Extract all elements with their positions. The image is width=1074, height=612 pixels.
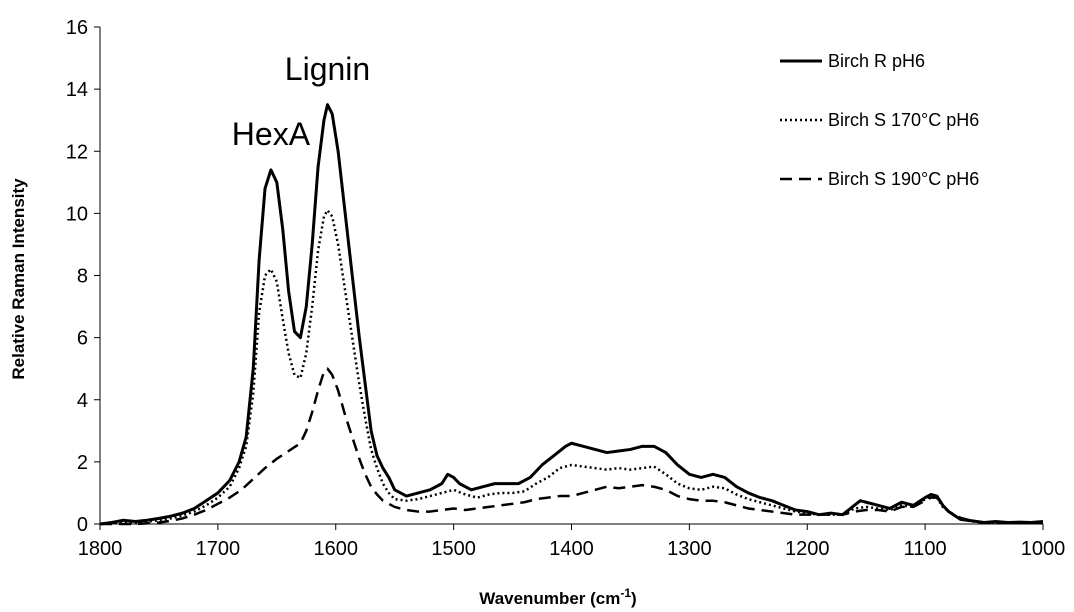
y-tick-label: 8 <box>77 266 88 288</box>
legend-label-3: Birch S 190°C pH6 <box>828 169 979 189</box>
x-axis-title: Wavenumber (cm-1) <box>479 586 636 608</box>
peak-annotation-1: HexA <box>232 116 311 152</box>
y-tick-label: 14 <box>66 79 88 101</box>
x-tick-label: 1400 <box>549 538 594 560</box>
chart-legend: Birch R pH6 Birch S 170°C pH6 Birch S 190°… <box>780 51 979 189</box>
y-tick-label: 4 <box>77 390 88 412</box>
x-tick-label: 1500 <box>431 538 476 560</box>
y-tick-label: 10 <box>66 203 88 225</box>
y-tick-label: 2 <box>77 452 88 474</box>
x-tick-label: 1800 <box>78 538 123 560</box>
legend-label-1: Birch R pH6 <box>828 51 925 71</box>
x-tick-label: 1700 <box>196 538 241 560</box>
y-tick-label: 6 <box>77 328 88 350</box>
series-line-1 <box>99 103 1044 526</box>
x-tick-label: 1000 <box>1021 538 1066 560</box>
chart-annotations: HexA Lignin <box>232 51 370 152</box>
y-tick-label: 12 <box>66 141 88 163</box>
x-tick-label: 1200 <box>785 538 830 560</box>
y-tick-label: 16 <box>66 17 88 39</box>
chart-ticks: 0 2 4 6 8 10 12 14 16 1800 1700 1600 1500 1400 1300 120… <box>66 17 1066 560</box>
chart-series <box>99 103 1044 526</box>
y-tick-label: 0 <box>77 514 88 536</box>
y-axis-title: Relative Raman Intensity <box>9 178 28 380</box>
series-line-2 <box>99 209 1044 526</box>
peak-annotation-2: Lignin <box>285 51 370 87</box>
x-tick-label: 1300 <box>667 538 712 560</box>
series-line-3 <box>100 367 1043 526</box>
x-tick-label: 1600 <box>314 538 359 560</box>
x-tick-label: 1100 <box>904 538 947 560</box>
legend-label-2: Birch S 170°C pH6 <box>828 110 979 130</box>
